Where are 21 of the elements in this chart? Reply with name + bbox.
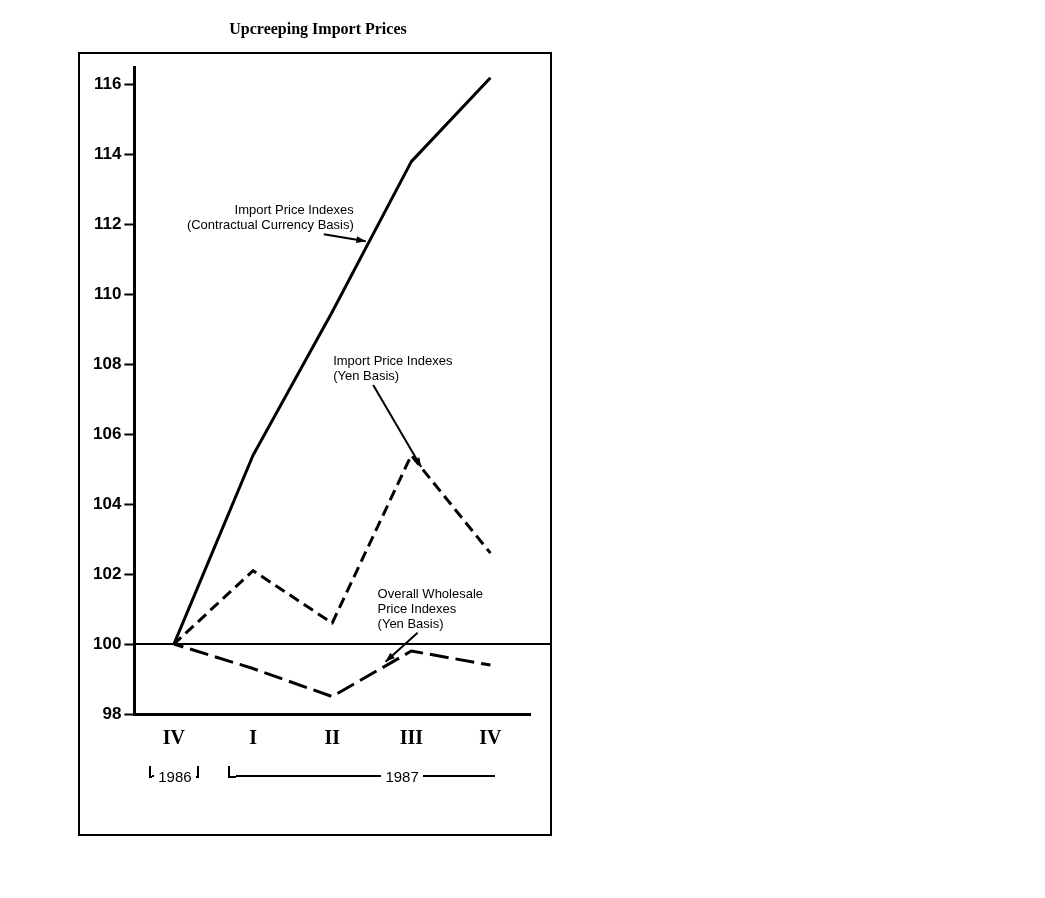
text: 1987 (384, 767, 420, 785)
text: Overall Wholesale Price Indexes (Yen Basis) (377, 585, 484, 631)
x-tick-label: III (399, 726, 424, 749)
y-tick-label: 112 (93, 214, 122, 234)
y-tick-label: 114 (93, 144, 122, 164)
y-tick-label: 102 (92, 563, 122, 583)
x-tick-label: II (324, 726, 341, 749)
y-tick-label: 104 (92, 493, 122, 513)
y-tick-label: 116 (93, 74, 122, 94)
y-tick-label: 110 (93, 284, 122, 304)
series-label: Import Price Indexes (Contractual Currency Basis) (186, 202, 355, 233)
y-tick-label: 108 (92, 354, 122, 374)
y-tick-label: 106 (92, 423, 122, 443)
text: Import Price Indexes (Yen Basis) (333, 352, 453, 383)
x-tick-label: I (249, 726, 258, 749)
x-tick-label: IV (162, 726, 186, 749)
x-tick-label: IV (479, 726, 503, 749)
text: 1986 (157, 767, 193, 785)
y-tick-label: 100 (92, 633, 122, 653)
chart-title: Upcreeping Import Prices (228, 20, 408, 38)
y-tick-label: 98 (102, 703, 122, 723)
